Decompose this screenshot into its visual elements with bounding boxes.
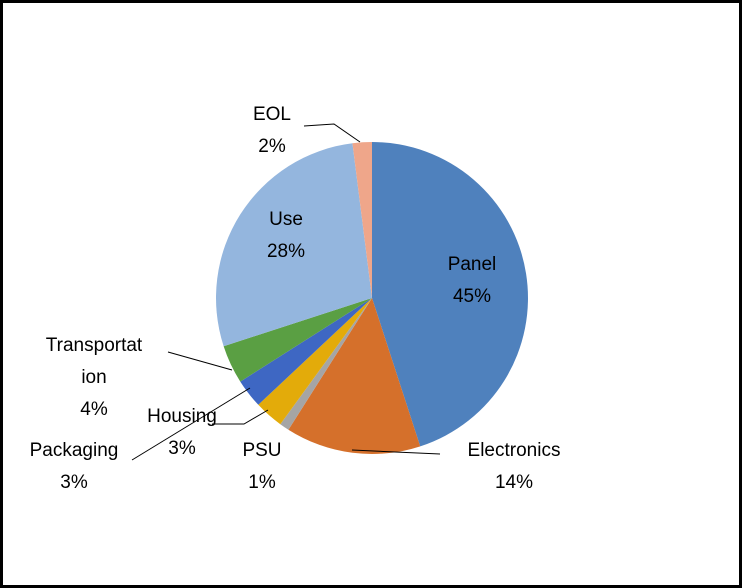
data-label-line: Packaging (30, 440, 119, 461)
pie-slice-packaging (240, 298, 372, 405)
data-label-line: 3% (168, 438, 196, 459)
data-label-line: Panel (448, 254, 497, 275)
data-label-line: 45% (453, 286, 491, 307)
data-label-packaging: Packaging 3% (30, 440, 119, 493)
pie-slice-psu (280, 298, 372, 430)
data-label-line: Use (269, 209, 303, 230)
pie-slice-housing (258, 298, 372, 425)
data-label-psu: PSU 1% (242, 440, 281, 493)
data-label-panel: Panel 45% (448, 254, 497, 307)
data-label-line: PSU (242, 440, 281, 461)
pie-slices (216, 142, 528, 454)
pie-slice-eol (352, 142, 372, 298)
data-label-line: 28% (267, 241, 305, 262)
data-label-use: Use 28% (267, 209, 305, 262)
data-label-line: 14% (495, 472, 533, 493)
data-label-line: EOL (253, 104, 291, 125)
data-label-transportation: Transportat ion 4% (46, 335, 143, 420)
data-label-line: Housing (147, 406, 217, 427)
pie-labels: Panel 45%Electronics 14%PSU 1%Housing 3%Pack… (30, 104, 561, 493)
data-label-line: ion (81, 367, 106, 388)
pie-slice-electronics (288, 298, 421, 454)
data-label-housing: Housing 3% (147, 406, 217, 459)
data-label-eol: EOL 2% (253, 104, 291, 157)
data-label-line: 1% (248, 472, 276, 493)
data-label-electronics: Electronics 14% (468, 440, 561, 493)
data-label-line: 3% (60, 472, 88, 493)
leader-line-transportation (167, 351, 233, 371)
data-label-line: Electronics (468, 440, 561, 461)
data-label-line: Transportat (46, 335, 143, 356)
pie-slice-panel (372, 142, 528, 447)
leader-line-eol (303, 123, 361, 143)
data-label-line: 2% (258, 136, 286, 157)
leader-line-packaging (131, 387, 251, 461)
pie-slice-use (216, 143, 372, 347)
data-label-line: 4% (80, 399, 108, 420)
pie-slice-transportation (223, 298, 372, 382)
leader-line-housing (212, 409, 269, 425)
leader-line-electronics (351, 449, 441, 455)
